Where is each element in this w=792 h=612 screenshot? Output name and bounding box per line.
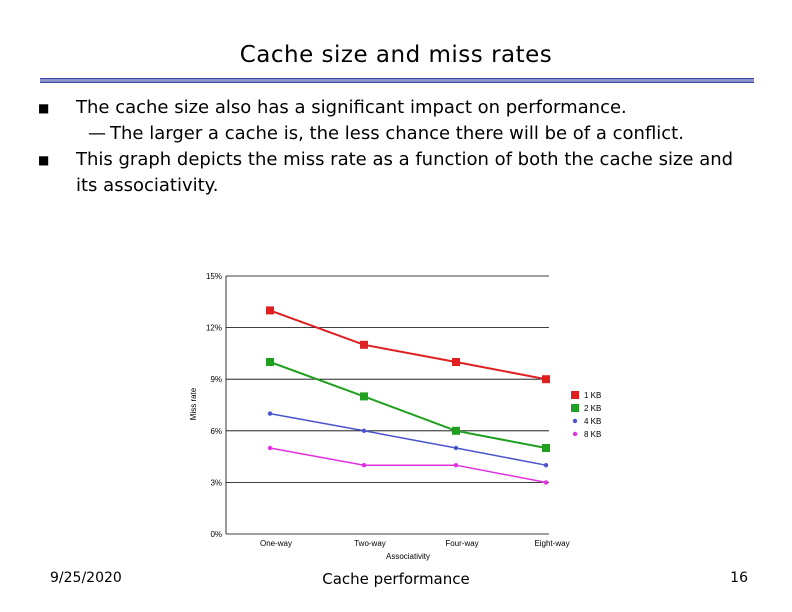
footer-date: 9/25/2020 [50, 570, 122, 586]
legend-swatch [572, 418, 578, 424]
square-bullet-icon: ■ [38, 153, 50, 167]
legend-label: 2 KB [584, 404, 601, 413]
square-bullet-icon: ■ [38, 101, 50, 115]
data-point [361, 463, 367, 468]
data-point [542, 444, 550, 452]
legend-label: 1 KB [584, 391, 601, 400]
data-point [360, 392, 368, 401]
series-line [269, 412, 547, 466]
legend-swatch [572, 431, 578, 437]
bullet-item: ■ This graph depicts the miss rate as a … [38, 147, 758, 199]
x-tick-label: Eight-way [534, 539, 569, 548]
dash-bullet-icon: — [88, 123, 106, 144]
data-point [452, 358, 460, 366]
legend-swatch [571, 391, 579, 399]
sub-bullet-text: The larger a cache is, the less chance t… [110, 123, 684, 144]
series-line [269, 361, 547, 449]
data-point [452, 426, 460, 435]
y-tick-label: 0% [210, 530, 222, 539]
series-line [269, 447, 547, 484]
bullet-item: ■ The cache size also has a significant … [38, 95, 758, 121]
y-tick-label: 15% [206, 272, 222, 281]
legend-label: 8 KB [584, 430, 601, 439]
footer-title: Cache performance [322, 570, 470, 588]
x-tick-label: Four-way [445, 539, 478, 548]
page-number: 16 [730, 570, 748, 586]
x-axis-label: Associativity [386, 552, 430, 561]
slide-title: Cache size and miss rates [239, 42, 553, 68]
data-point [266, 306, 274, 315]
data-point [267, 445, 273, 451]
legend-swatch [571, 404, 579, 412]
legend-label: 4 KB [584, 417, 601, 426]
data-point [453, 445, 459, 451]
data-point [267, 411, 273, 416]
y-axis-label: Miss rate [189, 387, 198, 420]
title-divider [40, 78, 754, 83]
series-line [269, 309, 547, 381]
data-point [453, 463, 459, 468]
data-point [542, 375, 550, 384]
bullet-list: ■ The cache size also has a significant … [38, 95, 758, 199]
x-tick-label: Two-way [354, 539, 386, 548]
sub-bullet-item: — The larger a cache is, the less chance… [38, 121, 758, 147]
bullet-text: The cache size also has a significant im… [76, 97, 627, 118]
y-tick-label: 3% [210, 478, 222, 487]
y-tick-label: 12% [206, 324, 222, 333]
x-tick-label: One-way [260, 539, 292, 548]
data-point [543, 463, 549, 468]
y-tick-label: 9% [210, 375, 222, 384]
data-point [360, 340, 368, 349]
data-point [543, 480, 549, 485]
data-point [361, 428, 367, 433]
bullet-text: This graph depicts the miss rate as a fu… [76, 149, 734, 196]
data-point [266, 358, 274, 366]
y-tick-label: 6% [210, 427, 222, 436]
